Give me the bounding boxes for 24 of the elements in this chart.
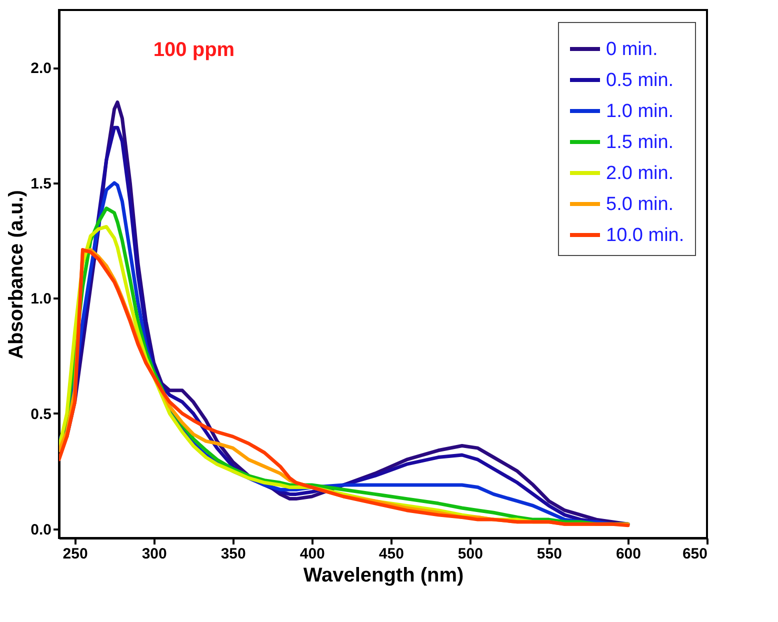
legend-label: 5.0 min. (606, 194, 674, 215)
x-axis-title: Wavelength (nm) (303, 564, 464, 586)
x-tick-label: 650 (682, 546, 708, 562)
x-tick-label: 500 (458, 546, 483, 562)
y-tick-label: 0.5 (30, 406, 52, 423)
legend-label: 1.5 min. (606, 132, 674, 153)
x-tick-label: 300 (142, 546, 167, 562)
x-tick-label: 450 (378, 546, 404, 562)
y-axis-title: Absorbance (a.u.) (6, 190, 28, 359)
x-tick-label: 250 (62, 546, 88, 562)
legend-label: 10.0 min. (606, 225, 684, 246)
y-tick-label: 0.0 (30, 521, 52, 538)
y-tick-label: 2.0 (30, 60, 52, 78)
x-tick-label: 600 (616, 546, 641, 562)
x-tick-label: 350 (220, 546, 246, 562)
annotation: 100 ppm (153, 39, 235, 61)
legend-label: 1.0 min. (606, 101, 674, 122)
x-tick-label: 400 (300, 546, 325, 562)
legend-label: 2.0 min. (606, 163, 674, 184)
x-tick-label: 550 (536, 546, 562, 562)
legend-label: 0.5 min. (606, 70, 674, 91)
legend-label: 0 min. (606, 39, 658, 60)
y-tick-label: 1.5 (30, 175, 52, 192)
y-tick-label: 1.0 (30, 290, 52, 308)
